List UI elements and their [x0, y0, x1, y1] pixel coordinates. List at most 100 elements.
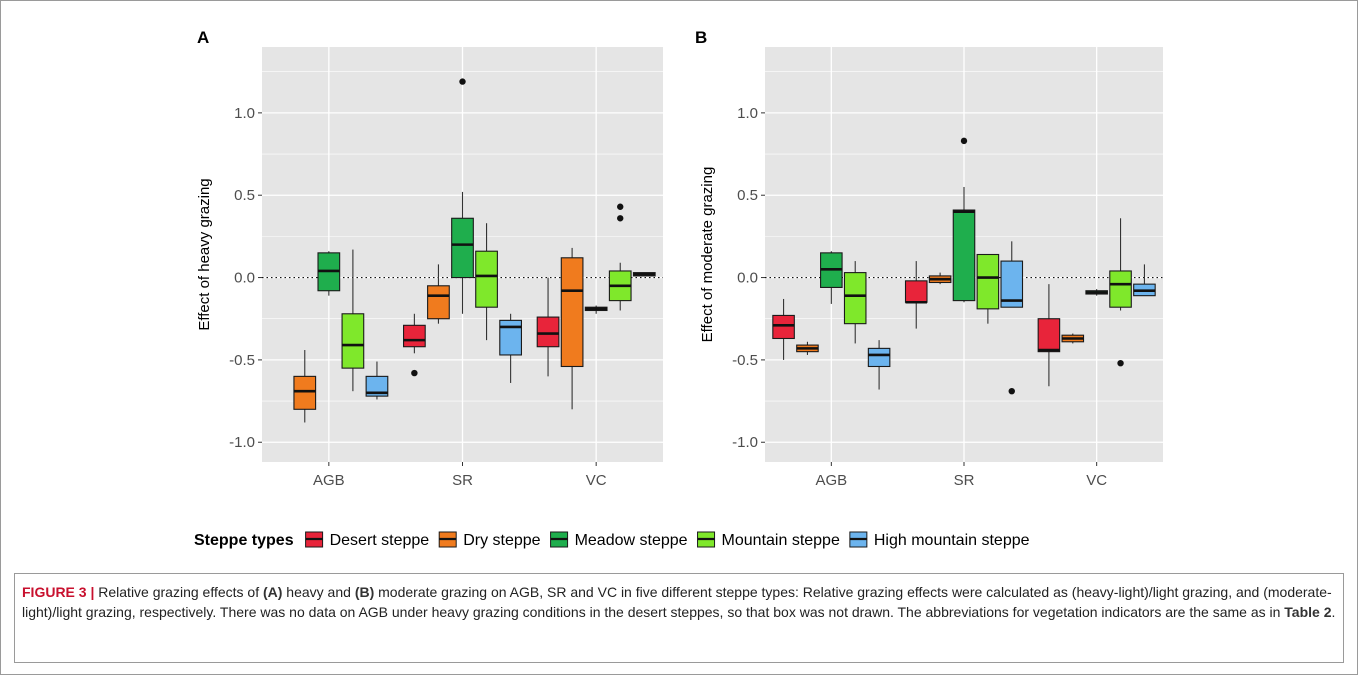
box-high-mountain-steppe-sr: [1000, 241, 1024, 395]
y-tick-label: 0.0: [234, 270, 255, 287]
caption-text-3: moderate grazing on AGB, SR and VC in fi…: [22, 584, 1332, 620]
box-dry-steppe-sr: [427, 264, 450, 324]
box-mountain-steppe-vc: [608, 203, 632, 311]
y-axis-title: Effect of heavy grazing: [196, 178, 213, 330]
box-body: [560, 257, 584, 368]
legend-item-mountain-steppe: Mountain steppe: [697, 531, 840, 549]
box-meadow-steppe-sr: [952, 137, 976, 303]
outlier-point: [459, 78, 466, 85]
figure-canvas: -1.0 -0.5 0.0 0.5 1.0 AGB SR VC A Effect of heavy…: [194, 28, 1163, 549]
box-dry-steppe-sr: [928, 272, 952, 285]
box-body: [1037, 318, 1061, 353]
y-tick-label: 1.0: [234, 105, 255, 122]
outlier-point: [960, 137, 968, 145]
box-body: [403, 324, 426, 348]
box-desert-steppe-vc: [1037, 284, 1061, 387]
box-body: [904, 280, 928, 303]
x-tick-label-vc: VC: [1086, 472, 1107, 489]
outlier-point: [411, 369, 418, 377]
caption-box: [14, 573, 1344, 663]
box-dry-steppe-agb: [796, 341, 819, 355]
box-body: [341, 313, 365, 369]
box-meadow-steppe-vc: [584, 305, 608, 314]
panel-a: -1.0 -0.5 0.0 0.5 1.0 AGB SR VC A Effect of heavy…: [196, 28, 663, 489]
outlier-point: [1117, 359, 1124, 367]
x-tick-label-vc: VC: [586, 472, 607, 489]
box-body: [843, 272, 867, 325]
box-body: [499, 319, 522, 356]
caption-table-ref: Table 2: [1284, 604, 1332, 620]
caption-strong-b: (B): [354, 584, 375, 600]
box-mountain-steppe-sr: [475, 223, 498, 341]
box-high-mountain-steppe-agb: [365, 361, 389, 400]
y-axis-title: Effect of moderate grazing: [699, 167, 716, 343]
panel-label-a: A: [197, 28, 209, 47]
x-tick-label-agb: AGB: [313, 472, 345, 489]
y-tick-label: 1.0: [737, 105, 758, 122]
panel-b: -1.0 -0.5 0.0 0.5 1.0 AGB SR VC B Effect of moder…: [695, 28, 1163, 489]
x-tick-label-agb: AGB: [815, 472, 847, 489]
x-tick-label-sr: SR: [954, 472, 975, 489]
box-body: [1000, 260, 1024, 308]
legend-item-high-mountain-steppe: High mountain steppe: [849, 531, 1030, 549]
box-meadow-steppe-sr: [451, 78, 474, 314]
legend-item-desert-steppe: Desert steppe: [305, 531, 430, 549]
box-meadow-steppe-agb: [317, 251, 341, 296]
box-dry-steppe-agb: [293, 350, 317, 423]
legend-label: Mountain steppe: [722, 532, 840, 549]
y-tick-label: -1.0: [229, 434, 255, 451]
panel-label-b: B: [695, 28, 707, 47]
box-body: [427, 285, 450, 320]
caption-text-2: heavy and: [282, 584, 355, 600]
legend-item-meadow-steppe: Meadow steppe: [550, 531, 688, 549]
box-body: [536, 316, 560, 348]
box-mountain-steppe-sr: [976, 253, 1000, 324]
box-high-mountain-steppe-vc: [632, 272, 656, 277]
caption-label: FIGURE 3 |: [22, 584, 95, 600]
legend-label: Desert steppe: [330, 532, 430, 549]
box-body: [365, 375, 389, 397]
legend-label: High mountain steppe: [874, 532, 1030, 549]
box-body: [952, 209, 976, 302]
box-dry-steppe-vc: [560, 247, 584, 410]
y-tick-label: -1.0: [732, 434, 758, 451]
box-mountain-steppe-vc: [1109, 218, 1132, 367]
box-body: [451, 217, 474, 279]
y-tick-label: -0.5: [732, 352, 758, 369]
y-tick-label: 0.5: [737, 187, 758, 204]
box-mountain-steppe-agb: [341, 249, 365, 392]
caption-strong-a: (A): [262, 584, 283, 600]
x-tick-label-sr: SR: [452, 472, 473, 489]
box-meadow-steppe-vc: [1085, 289, 1108, 296]
box-dry-steppe-vc: [1061, 333, 1085, 344]
box-mountain-steppe-agb: [843, 261, 867, 344]
box-desert-steppe-sr: [904, 261, 928, 329]
box-body: [475, 250, 498, 308]
box-body: [1109, 270, 1132, 308]
legend-label: Dry steppe: [463, 532, 540, 549]
caption-text-1: Relative grazing effects of: [94, 584, 263, 600]
y-tick-label: -0.5: [229, 352, 255, 369]
legend-item-dry-steppe: Dry steppe: [438, 531, 541, 549]
box-high-mountain-steppe-agb: [867, 340, 891, 390]
outlier-point: [617, 203, 624, 210]
box-desert-steppe-vc: [536, 277, 560, 377]
box-high-mountain-steppe-vc: [1133, 264, 1156, 297]
box-body: [976, 253, 1000, 310]
box-high-mountain-steppe-sr: [499, 313, 522, 383]
box-body: [772, 314, 795, 340]
y-tick-label: 0.5: [234, 187, 255, 204]
legend: Steppe types Desert steppe Dry steppe Meado…: [194, 531, 1030, 549]
legend-title: Steppe types: [194, 532, 294, 549]
legend-label: Meadow steppe: [575, 532, 688, 549]
box-body: [293, 375, 317, 410]
box-desert-steppe-agb: [772, 298, 795, 360]
box-body: [867, 347, 891, 368]
outlier-point: [617, 215, 624, 222]
outlier-point: [1008, 387, 1015, 395]
box-meadow-steppe-agb: [820, 251, 843, 304]
figure-caption: FIGURE 3 | Relative grazing effects of (…: [22, 582, 1338, 622]
box-desert-steppe-sr: [403, 313, 426, 377]
y-tick-label: 0.0: [737, 270, 758, 287]
caption-text-4: .: [1331, 604, 1336, 620]
